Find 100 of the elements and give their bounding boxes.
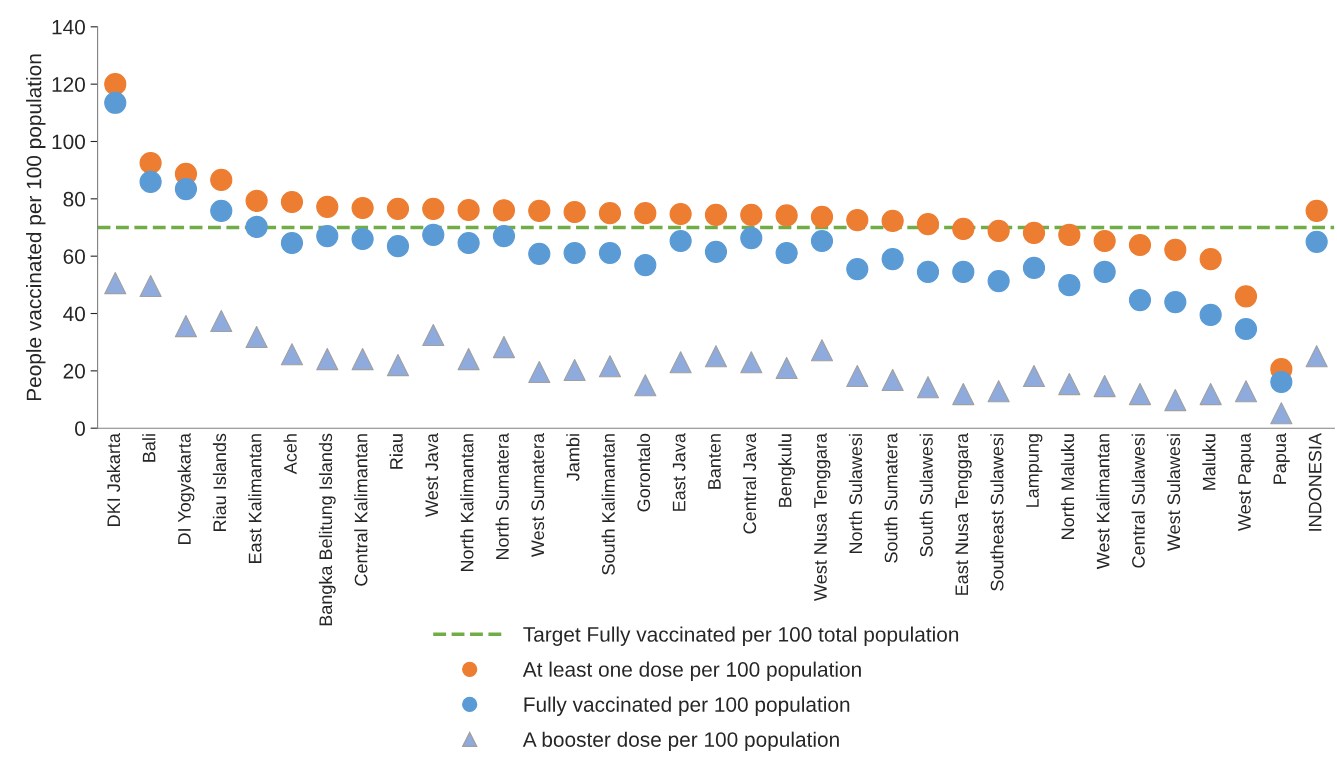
x-tick-label: Central Kalimantan <box>354 434 368 586</box>
point <box>987 380 1010 403</box>
point <box>775 356 798 380</box>
point <box>1164 238 1187 261</box>
x-tick-label: Maluku <box>1202 434 1216 490</box>
x-tick-label: Banten <box>708 434 721 489</box>
point <box>386 354 410 377</box>
point <box>846 257 869 281</box>
x-tick-label: Papua <box>1273 433 1290 484</box>
x-tick-label: South Sumatera <box>884 433 898 563</box>
point <box>528 199 551 222</box>
x-tick-label: North Sumatera <box>495 433 509 560</box>
point <box>634 253 657 277</box>
legend-label: Fully vaccinated per 100 population <box>524 696 850 717</box>
point <box>881 209 904 232</box>
x-tick-label: West Nusa Tenggara <box>814 433 831 601</box>
x-tick-label: Bali <box>142 434 156 462</box>
x-tick-label: Gorontalo <box>636 433 651 512</box>
y-tick-label: 100 <box>52 134 85 150</box>
y-tick-label: 20 <box>63 363 85 379</box>
point <box>351 196 374 220</box>
point <box>457 231 480 255</box>
point <box>1058 372 1081 396</box>
point <box>669 229 692 253</box>
point <box>1128 233 1152 257</box>
point <box>598 241 622 265</box>
point <box>351 348 374 371</box>
point <box>810 205 834 228</box>
point <box>1270 370 1293 394</box>
point <box>952 382 975 406</box>
x-tick-label: West Sulawesi <box>1166 434 1181 552</box>
x-tick-label: INDONESIA <box>1308 433 1322 531</box>
point <box>457 198 480 222</box>
point <box>881 368 904 392</box>
point <box>1022 221 1046 245</box>
x-tick-label: West Kalimantan <box>1096 434 1110 570</box>
x-tick-label: Riau <box>389 434 403 469</box>
y-tick-label: 140 <box>52 19 85 35</box>
point <box>952 260 975 284</box>
point <box>280 231 304 255</box>
point <box>245 215 268 239</box>
point <box>634 374 657 397</box>
x-tick-label: Lampung <box>1026 434 1043 507</box>
point <box>422 223 445 247</box>
point <box>210 168 233 191</box>
y-tick-label: 80 <box>63 191 85 207</box>
point <box>740 227 763 250</box>
point <box>1022 256 1046 280</box>
point <box>422 323 445 347</box>
point <box>1128 382 1152 406</box>
point <box>1234 285 1258 308</box>
point <box>740 351 763 374</box>
point <box>280 190 304 214</box>
x-tick-label: Jambi <box>566 434 580 481</box>
point <box>139 151 162 175</box>
point <box>492 199 516 222</box>
point <box>1199 303 1222 327</box>
legend-label: At least one dose per 100 population <box>522 661 861 681</box>
point <box>1305 345 1328 368</box>
legend-label: A booster dose per 100 population <box>522 731 839 752</box>
point <box>952 217 975 241</box>
point <box>492 335 516 359</box>
x-tick-label: West Sumatera <box>531 433 545 558</box>
point <box>210 309 233 333</box>
point <box>775 204 798 227</box>
x-tick-label: East Java <box>672 433 686 511</box>
point <box>1022 364 1046 388</box>
point <box>846 208 869 232</box>
point <box>174 315 198 338</box>
point <box>1093 229 1116 253</box>
point <box>810 339 834 362</box>
x-tick-label: Bengkulu <box>778 434 796 507</box>
point <box>563 241 586 265</box>
point <box>916 212 940 236</box>
point <box>386 235 410 258</box>
point <box>528 242 551 265</box>
point <box>139 170 162 194</box>
legend-label: Target Fully vaccinated per 100 total population <box>523 626 959 646</box>
point <box>210 199 233 222</box>
point <box>422 197 445 220</box>
point <box>386 197 410 220</box>
point <box>1270 402 1293 425</box>
x-tick-label: Central Java <box>742 433 757 534</box>
point <box>1199 382 1222 406</box>
point <box>1234 317 1258 341</box>
point <box>598 202 622 225</box>
point <box>1199 247 1222 271</box>
y-axis-title: People vaccinated per 100 population <box>26 54 46 401</box>
point <box>316 195 339 218</box>
x-tick-label: South Sulawesi <box>919 434 933 557</box>
point <box>1164 290 1187 314</box>
x-tick-label: DKI Jakarta <box>106 433 121 526</box>
point <box>1058 223 1081 247</box>
x-tick-label: South Kalimantan <box>601 434 615 575</box>
point <box>104 272 127 295</box>
x-tick-label: West Java <box>425 433 439 517</box>
point <box>1234 380 1258 403</box>
x-tick-label: Bangka Belitung Islands <box>318 433 336 626</box>
point <box>634 202 657 225</box>
point <box>704 203 728 226</box>
